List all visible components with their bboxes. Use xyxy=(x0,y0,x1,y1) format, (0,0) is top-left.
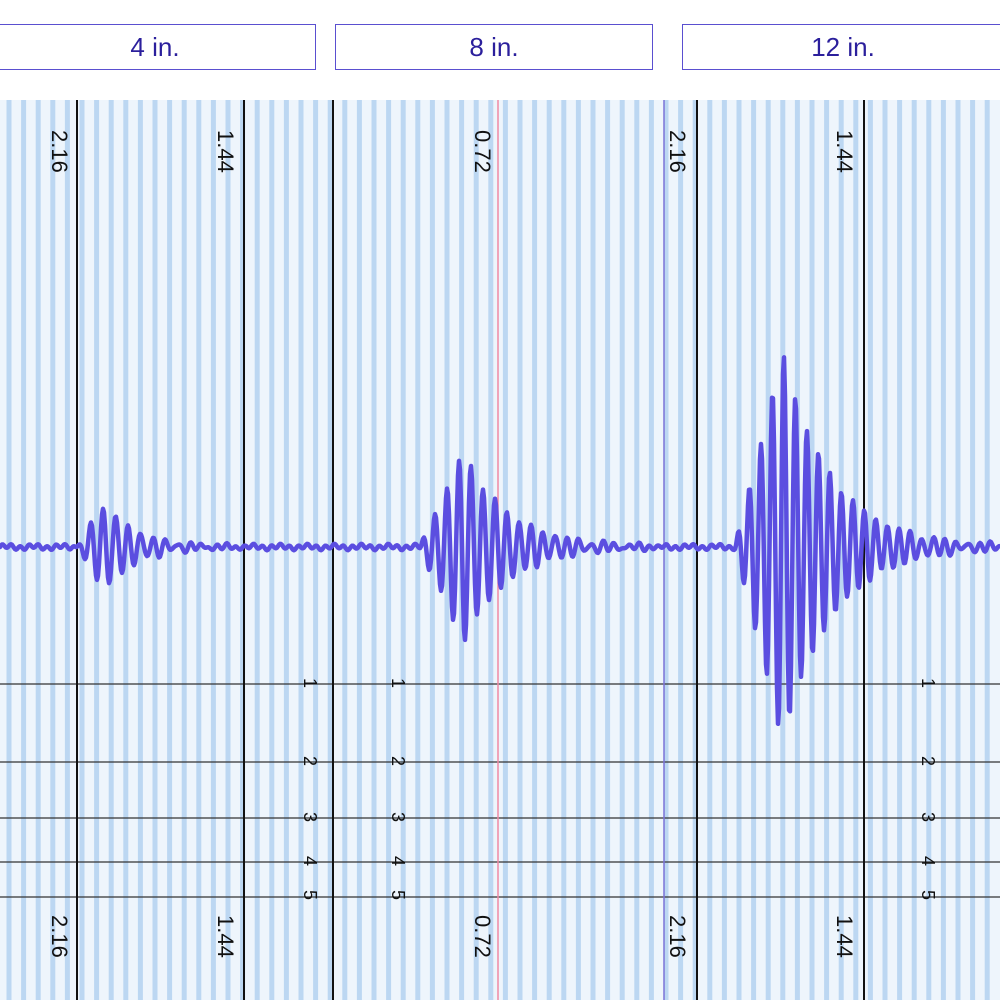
row-label: 2 xyxy=(300,756,320,766)
row-label: 1 xyxy=(918,678,938,688)
row-label: 1 xyxy=(300,678,320,688)
row-lines xyxy=(0,683,1000,898)
row-label: 4 xyxy=(918,856,938,866)
tab-4-in[interactable]: 4 in. xyxy=(0,24,316,70)
tick-label-bottom-2: 1.44 xyxy=(213,915,238,958)
row-label: 4 xyxy=(300,856,320,866)
tick-label-bottom-1: 2.16 xyxy=(47,915,72,958)
row-labels-panel-2: 1 2 3 4 5 xyxy=(388,678,408,900)
tick-label-bottom-5: 1.44 xyxy=(832,915,857,958)
row-label: 1 xyxy=(388,678,408,688)
bottom-tick-labels: 2.16 1.44 0.72 2.16 1.44 xyxy=(47,915,857,958)
tick-label-top-1: 2.16 xyxy=(47,130,72,173)
top-tick-labels: 2.16 1.44 0.72 2.16 1.44 xyxy=(47,130,857,173)
row-label: 3 xyxy=(388,812,408,822)
grid-lines xyxy=(6,100,990,1000)
waveform-chart: 2.16 1.44 0.72 2.16 1.44 2.16 1.44 0.72 … xyxy=(0,100,1000,1000)
row-label: 5 xyxy=(388,890,408,900)
row-labels-panel-3: 1 2 3 4 5 xyxy=(918,678,938,900)
tab-12-in[interactable]: 12 in. xyxy=(682,24,1000,70)
tick-label-top-5: 1.44 xyxy=(832,130,857,173)
row-label: 5 xyxy=(300,890,320,900)
tick-label-top-2: 1.44 xyxy=(213,130,238,173)
tick-label-bottom-3: 0.72 xyxy=(470,915,495,958)
row-label: 2 xyxy=(388,756,408,766)
tick-label-top-3: 0.72 xyxy=(470,130,495,173)
tick-label-top-4: 2.16 xyxy=(665,130,690,173)
row-labels-panel-1: 1 2 3 4 5 xyxy=(300,678,320,900)
row-label: 3 xyxy=(300,812,320,822)
row-label: 2 xyxy=(918,756,938,766)
waveform-line xyxy=(0,355,1000,727)
row-label: 3 xyxy=(918,812,938,822)
row-label: 4 xyxy=(388,856,408,866)
tick-label-bottom-4: 2.16 xyxy=(665,915,690,958)
row-label: 5 xyxy=(918,890,938,900)
tab-8-in[interactable]: 8 in. xyxy=(335,24,653,70)
